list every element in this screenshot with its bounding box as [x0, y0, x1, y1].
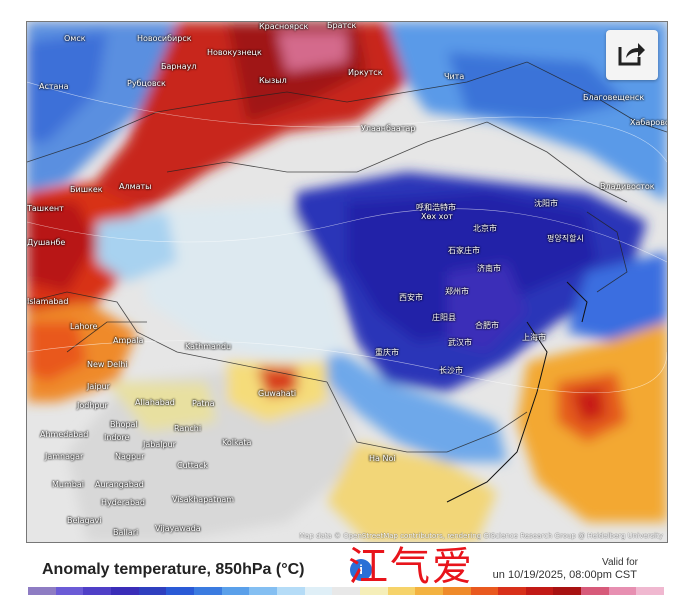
city-label: Indore [104, 433, 130, 442]
city-label: Nagpur [115, 452, 145, 461]
city-label: Lahore [70, 322, 98, 331]
city-label: New Delhi [87, 360, 128, 369]
city-label: 武汉市 [448, 338, 472, 347]
city-label: 合肥市 [475, 321, 499, 330]
city-label: Ampala [113, 336, 144, 345]
colorbar-swatch [359, 587, 388, 595]
colorbar-swatch [83, 587, 111, 595]
city-label: Ha Noi [369, 454, 396, 463]
city-label: 北京市 [473, 224, 497, 233]
city-label: Хабаровск [630, 118, 667, 127]
share-icon [617, 39, 647, 71]
city-label: Visakhapatnam [172, 495, 235, 504]
city-label: Душанбе [27, 238, 66, 247]
colorbar-swatch [581, 587, 609, 595]
city-label: Красноярск [259, 22, 309, 31]
city-label: Кызыл [259, 76, 287, 85]
city-label: 庄阳县 [432, 313, 456, 322]
city-label: Hyderabad [101, 498, 145, 507]
city-label: 石家庄市 [448, 246, 480, 255]
colorbar-swatch [166, 587, 194, 595]
city-label: 济南市 [477, 264, 501, 273]
city-label: Belagavi [67, 516, 102, 525]
colorbar-swatch [415, 587, 443, 595]
info-button[interactable]: i [350, 559, 372, 581]
city-label: Владивосток [600, 182, 655, 191]
city-label: Иркутск [348, 68, 383, 77]
city-label: Благовещенск [583, 93, 645, 102]
city-label: Чита [444, 72, 465, 81]
map-layers [27, 22, 667, 542]
city-label: Улаанбаатар [361, 124, 416, 133]
city-label: Алматы [119, 182, 152, 191]
city-label: 평양직할시 [547, 234, 584, 243]
share-button[interactable] [606, 30, 658, 80]
valid-for-label: Valid for [602, 557, 638, 568]
city-label: Ташкент [27, 204, 64, 213]
city-label: Новосибирск [137, 34, 192, 43]
valid-datetime: un 10/19/2025, 08:00pm CST [492, 569, 637, 581]
map-attribution: Map data © OpenStreetMap contributors, r… [299, 532, 663, 540]
city-label: Bhopal [110, 420, 138, 429]
colorbar-swatch [332, 587, 360, 595]
city-label: 呼和浩特市 [416, 203, 456, 212]
colorbar-swatch [442, 587, 471, 595]
city-label: 沈阳市 [534, 199, 558, 208]
city-label: Астана [39, 82, 69, 91]
city-label: Cuttack [177, 461, 208, 470]
city-label: Islamabad [27, 297, 69, 306]
city-label: Kathmandu [185, 342, 232, 351]
colorbar-swatch [138, 587, 167, 595]
city-label: Ranchi [174, 424, 202, 433]
city-label: 重庆市 [375, 348, 399, 357]
colorbar-swatch [249, 587, 277, 595]
city-label: 西安市 [399, 293, 423, 302]
city-label: Patna [192, 399, 215, 408]
colorbar-swatch [608, 587, 637, 595]
colorbar-swatch [553, 587, 582, 595]
anomaly-temperature-map[interactable]: Омск Новосибирск Барнаул Новокузнецк Кра… [26, 21, 668, 543]
colorbar-swatch [470, 587, 499, 595]
city-label: Jabalpur [143, 440, 176, 449]
city-label: Ahmedabad [40, 430, 89, 439]
colorbar-swatch [276, 587, 305, 595]
city-label: Guwahati [258, 389, 297, 398]
city-label: Aurangabad [95, 480, 144, 489]
colorbar-swatch [221, 587, 250, 595]
city-label: 长沙市 [439, 366, 463, 375]
city-label: Братск [327, 21, 357, 30]
colorbar-swatch [110, 587, 139, 595]
colorbar-swatch [525, 587, 554, 595]
city-label: Барнаул [161, 62, 197, 71]
colorbar-swatch [636, 587, 665, 595]
map-title: Anomaly temperature, 850hPa (°C) [42, 561, 305, 578]
city-label: Jaipur [87, 382, 110, 391]
city-label: Kolkata [222, 438, 252, 447]
watermark: 江气爱 [348, 544, 474, 590]
city-label: Allahabad [135, 398, 175, 407]
colorbar-swatch [387, 587, 416, 595]
city-label: 上海市 [522, 333, 546, 342]
city-label: Ballari [113, 528, 139, 537]
city-label: Vijayawada [155, 524, 201, 533]
colorbar-swatch [55, 587, 84, 595]
city-label: Mumbai [52, 480, 84, 489]
legend-colorbar [28, 587, 665, 595]
city-label: Омск [64, 34, 86, 43]
city-label: 郑州市 [445, 287, 469, 296]
colorbar-swatch [193, 587, 222, 595]
city-label: Jodhpur [77, 401, 108, 410]
colorbar-swatch [498, 587, 526, 595]
city-label: Рубцовск [127, 79, 166, 88]
city-label: Бишкек [70, 185, 103, 194]
city-label: Хөх хот [421, 212, 453, 221]
colorbar-swatch [304, 587, 333, 595]
city-label: Новокузнецк [207, 48, 262, 57]
colorbar-swatch [28, 587, 56, 595]
city-label: Jamnagar [45, 452, 84, 461]
